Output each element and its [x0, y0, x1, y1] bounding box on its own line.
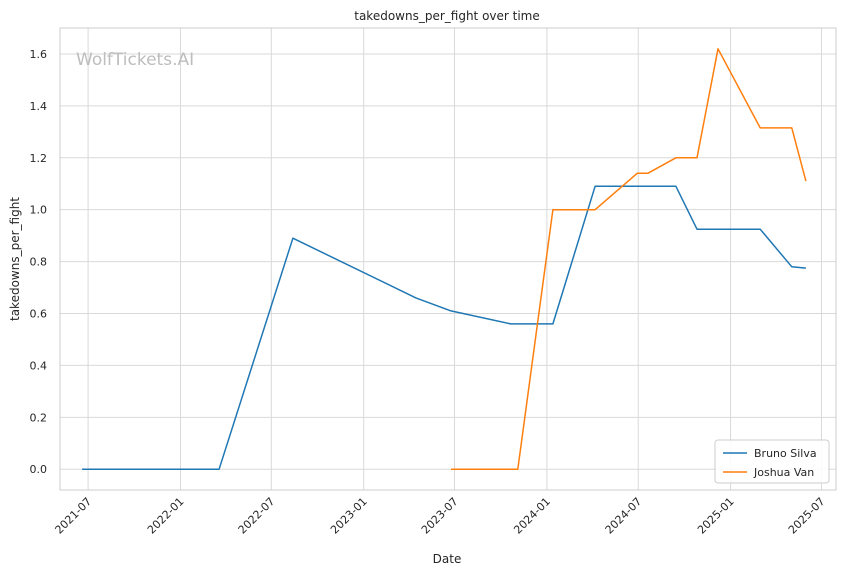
- y-tick-label: 0.8: [30, 256, 48, 269]
- y-tick-label: 1.0: [30, 204, 48, 217]
- y-tick-label: 1.4: [30, 100, 48, 113]
- x-tick-label: 2022-07: [236, 495, 278, 537]
- y-tick-label: 0.2: [30, 411, 48, 424]
- x-tick-label: 2024-01: [511, 495, 553, 537]
- y-tick-label: 0.4: [30, 359, 48, 372]
- x-tick-label: 2023-01: [328, 495, 370, 537]
- x-tick-label: 2021-07: [53, 495, 95, 537]
- legend-label-joshua-van: Joshua Van: [753, 466, 814, 479]
- x-tick-label: 2025-07: [786, 495, 828, 537]
- chart-title: takedowns_per_fight over time: [354, 9, 540, 23]
- x-axis-label: Date: [433, 552, 462, 566]
- y-tick-label: 1.6: [30, 48, 48, 61]
- grid: [60, 28, 836, 490]
- x-tick-labels: 2021-07 2022-01 2022-07 2023-01 2023-07 2024-…: [53, 495, 828, 537]
- series-layer: [82, 48, 807, 470]
- y-tick-label: 0.0: [30, 463, 48, 476]
- series-line-bruno-silva: [82, 185, 806, 470]
- x-tick-label: 2023-07: [419, 495, 461, 537]
- legend-label-bruno-silva: Bruno Silva: [754, 447, 817, 460]
- x-tick-label: 2025-01: [695, 495, 737, 537]
- y-tick-label: 0.6: [30, 308, 48, 321]
- y-axis-label: takedowns_per_fight: [8, 197, 22, 321]
- y-tick-labels: 0.0 0.2 0.4 0.6 0.8 1.0 1.2 1.4 1.6: [30, 48, 48, 476]
- plot-frame: [59, 27, 837, 491]
- legend: Bruno Silva Joshua Van: [714, 439, 830, 484]
- series-line-joshua-van: [451, 48, 807, 470]
- watermark-text: WolfTickets.AI: [76, 50, 194, 70]
- y-tick-label: 1.2: [30, 152, 48, 165]
- x-tick-label: 2024-07: [603, 495, 645, 537]
- x-tick-label: 2022-01: [145, 495, 187, 537]
